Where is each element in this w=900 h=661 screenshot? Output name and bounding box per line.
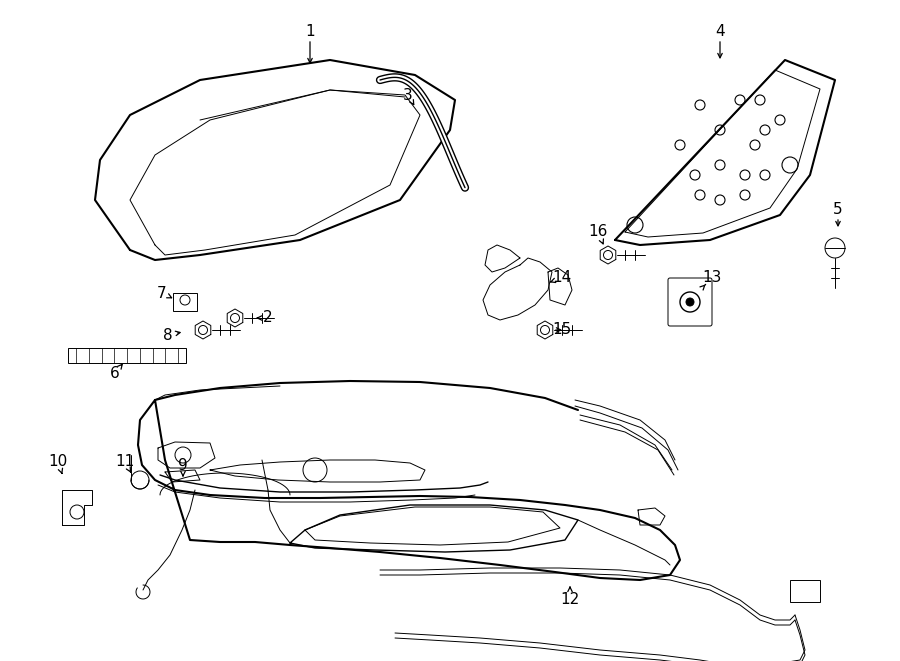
Text: 12: 12 — [561, 592, 580, 607]
FancyBboxPatch shape — [668, 278, 712, 326]
Text: 8: 8 — [163, 327, 173, 342]
Text: 7: 7 — [158, 286, 166, 301]
Text: 4: 4 — [716, 24, 724, 40]
Text: 9: 9 — [178, 457, 188, 473]
Text: 6: 6 — [110, 366, 120, 381]
Text: 14: 14 — [553, 270, 572, 286]
Bar — [790, 580, 820, 602]
Text: 10: 10 — [49, 455, 68, 469]
Text: 3: 3 — [403, 87, 413, 102]
Text: 16: 16 — [589, 225, 608, 239]
Text: 15: 15 — [553, 323, 572, 338]
Text: 13: 13 — [702, 270, 722, 286]
Circle shape — [686, 298, 694, 306]
Text: 11: 11 — [115, 455, 135, 469]
Bar — [173, 293, 197, 311]
Text: 2: 2 — [263, 311, 273, 325]
Text: 5: 5 — [833, 202, 842, 217]
Bar — [68, 348, 186, 363]
Text: 1: 1 — [305, 24, 315, 40]
